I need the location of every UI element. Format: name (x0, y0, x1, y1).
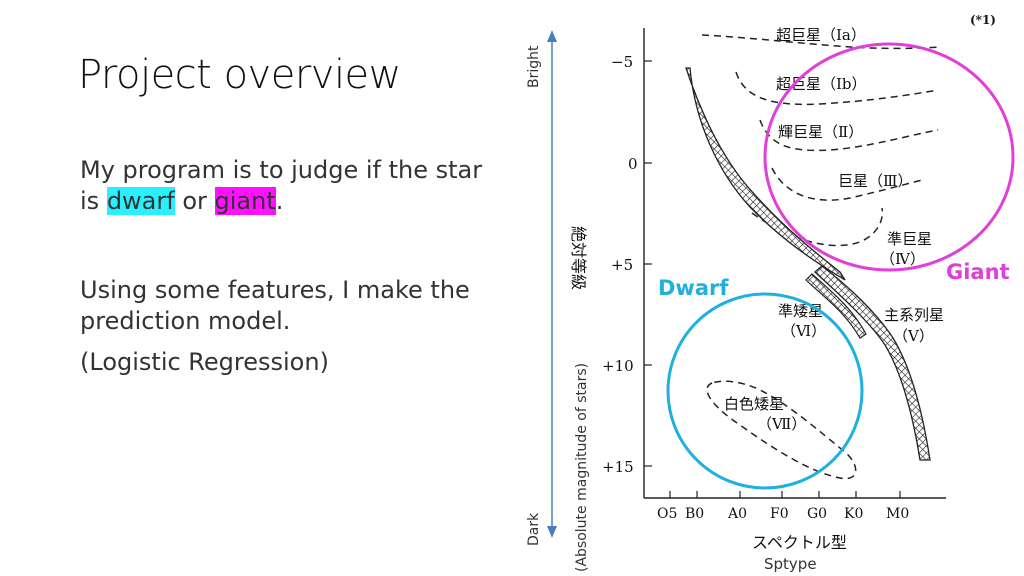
dwarf-highlight: dwarf (106, 187, 175, 215)
y-tick-plus5: +5 (611, 256, 633, 274)
goal-text-end: . (275, 187, 284, 215)
class-vii-name: 白色矮星 (724, 395, 784, 413)
y-tick-0: 0 (628, 155, 638, 173)
goal-text-start: My program is to judge if the star is (80, 156, 483, 215)
giant-label: Giant (946, 260, 1010, 284)
main-sequence-upper (685, 67, 846, 281)
class-vi-name: 準矮星 (778, 302, 823, 320)
class-iv-num: （Ⅳ） (880, 250, 925, 268)
y-label-jp: 絶対等級 (569, 226, 588, 290)
dwarf-label: Dwarf (658, 276, 729, 300)
y-tick-plus10: +10 (602, 357, 634, 375)
x-ticks (669, 491, 901, 498)
class-vii-num: （Ⅶ） (757, 415, 806, 433)
class-vi-num: （Ⅵ） (781, 322, 826, 340)
giant-region-ellipse (763, 42, 1015, 272)
class-iii-label: 巨星（Ⅲ） (838, 172, 912, 190)
dark-label: Dark (526, 512, 542, 546)
x-tick-m0: M0 (886, 506, 909, 522)
class-v-num: （Ⅴ） (893, 327, 934, 345)
bright-label: Bright (526, 45, 542, 88)
paragraph-method: Using some features, I make the predicti… (80, 276, 470, 335)
x-tick-b0: B0 (685, 506, 704, 522)
x-tick-k0: K0 (844, 506, 863, 522)
y-label-en: (Absolute magnitude of stars) (574, 363, 590, 572)
slide-title: Project overview (78, 52, 401, 98)
y-ticks (644, 60, 652, 467)
arrow-head-top (547, 30, 557, 42)
paragraph-model: (Logistic Regression) (80, 348, 329, 376)
goal-text-or: or (174, 187, 215, 215)
y-tick-minus5: −5 (611, 53, 633, 71)
class-ia-label: 超巨星（Ⅰa） (776, 26, 866, 44)
class-iv-name: 準巨星 (887, 230, 932, 248)
x-tick-f0: F0 (770, 506, 789, 522)
giant-highlight: giant (214, 187, 276, 215)
arrow-head-bottom (547, 526, 557, 538)
x-tick-a0: A0 (727, 506, 747, 522)
class-v-name: 主系列星 (884, 306, 944, 324)
y-tick-plus15: +15 (602, 458, 634, 476)
x-tick-o5: O5 (657, 506, 677, 522)
x-label-jp: スペクトル型 (752, 533, 847, 552)
x-tick-g0: G0 (807, 506, 827, 522)
footnote-ref: (*1) (970, 13, 996, 27)
paragraph-goal: My program is to judge if the star is dw… (80, 155, 500, 217)
class-ii-label: 輝巨星（Ⅱ） (778, 123, 863, 141)
dwarf-region-circle (666, 292, 864, 490)
main-sequence-lower (814, 265, 931, 461)
subdwarf-band (805, 273, 867, 339)
x-label-en: Sptype (764, 555, 817, 573)
